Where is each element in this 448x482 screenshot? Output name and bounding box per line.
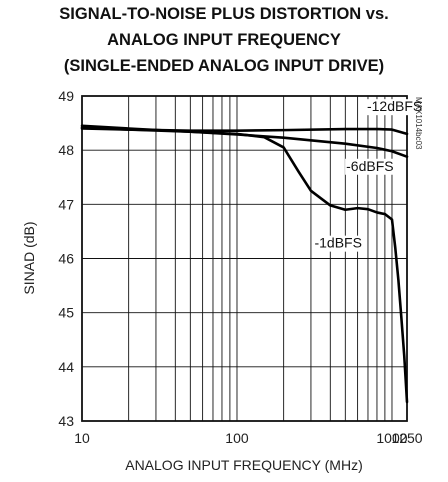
x-tick-label: 10 [74,430,90,446]
x-axis-label: ANALOG INPUT FREQUENCY (MHz) [125,457,363,473]
series-label-background [345,158,395,175]
y-tick-label: 47 [58,196,74,212]
series-label-1dbfs: -1dBFS [314,235,361,251]
series-label-6dbfs: -6dBFS [346,158,393,174]
y-tick-label: 44 [58,359,74,375]
watermark: MAX1014bc03 [414,97,423,150]
series-group: -12dBFS -6dBFS -1dBFS [80,98,424,404]
plot-frame [81,95,408,422]
x-tick-label: 1000 [376,430,407,446]
chart-title-line-3: (SINGLE-ENDED ANALOG INPUT DRIVE) [64,57,384,75]
series-label-background [313,235,364,252]
chart-title-line-1: SIGNAL-TO-NOISE PLUS DISTORTION vs. [59,5,388,23]
series-label-12dbfs: -12dBFS [367,98,422,114]
chart-title-line-2: ANALOG INPUT FREQUENCY [107,31,341,49]
y-tick-label: 48 [58,142,74,158]
y-tick-label: 45 [58,305,74,321]
y-tick-label: 43 [58,413,74,429]
series-label-background [366,99,424,116]
series-line-1dbfs [80,124,409,404]
x-tick-label: 100 [225,430,249,446]
y-axis-label: SINAD (dB) [21,221,37,294]
chart-title: SIGNAL-TO-NOISE PLUS DISTORTION vs. ANAL… [59,5,388,75]
x-tick-label: 1250 [391,430,422,446]
grid [82,96,407,421]
y-tick-label: 49 [58,88,74,104]
y-tick-label: 46 [58,251,74,267]
